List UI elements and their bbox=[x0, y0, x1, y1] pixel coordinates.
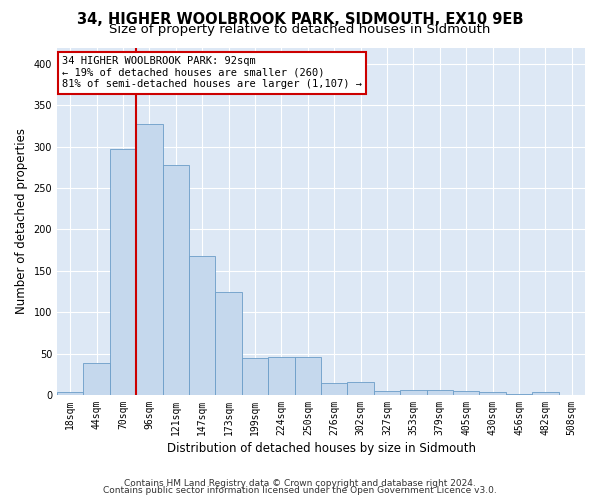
Text: Size of property relative to detached houses in Sidmouth: Size of property relative to detached ho… bbox=[109, 24, 491, 36]
Bar bbox=[110, 150, 136, 395]
Bar bbox=[479, 392, 506, 395]
Bar bbox=[321, 382, 347, 395]
Bar bbox=[57, 392, 83, 395]
Bar bbox=[268, 357, 295, 395]
Text: 34, HIGHER WOOLBROOK PARK, SIDMOUTH, EX10 9EB: 34, HIGHER WOOLBROOK PARK, SIDMOUTH, EX1… bbox=[77, 12, 523, 28]
X-axis label: Distribution of detached houses by size in Sidmouth: Distribution of detached houses by size … bbox=[167, 442, 476, 455]
Bar bbox=[400, 390, 427, 395]
Bar bbox=[163, 165, 189, 395]
Text: Contains HM Land Registry data © Crown copyright and database right 2024.: Contains HM Land Registry data © Crown c… bbox=[124, 478, 476, 488]
Bar bbox=[506, 394, 532, 395]
Bar bbox=[215, 292, 242, 395]
Bar bbox=[83, 362, 110, 395]
Bar bbox=[453, 391, 479, 395]
Bar bbox=[427, 390, 453, 395]
Text: Contains public sector information licensed under the Open Government Licence v3: Contains public sector information licen… bbox=[103, 486, 497, 495]
Y-axis label: Number of detached properties: Number of detached properties bbox=[15, 128, 28, 314]
Bar bbox=[295, 357, 321, 395]
Text: 34 HIGHER WOOLBROOK PARK: 92sqm
← 19% of detached houses are smaller (260)
81% o: 34 HIGHER WOOLBROOK PARK: 92sqm ← 19% of… bbox=[62, 56, 362, 90]
Bar bbox=[347, 382, 374, 395]
Bar bbox=[242, 358, 268, 395]
Bar bbox=[374, 391, 400, 395]
Bar bbox=[136, 124, 163, 395]
Bar bbox=[532, 392, 559, 395]
Bar bbox=[189, 256, 215, 395]
